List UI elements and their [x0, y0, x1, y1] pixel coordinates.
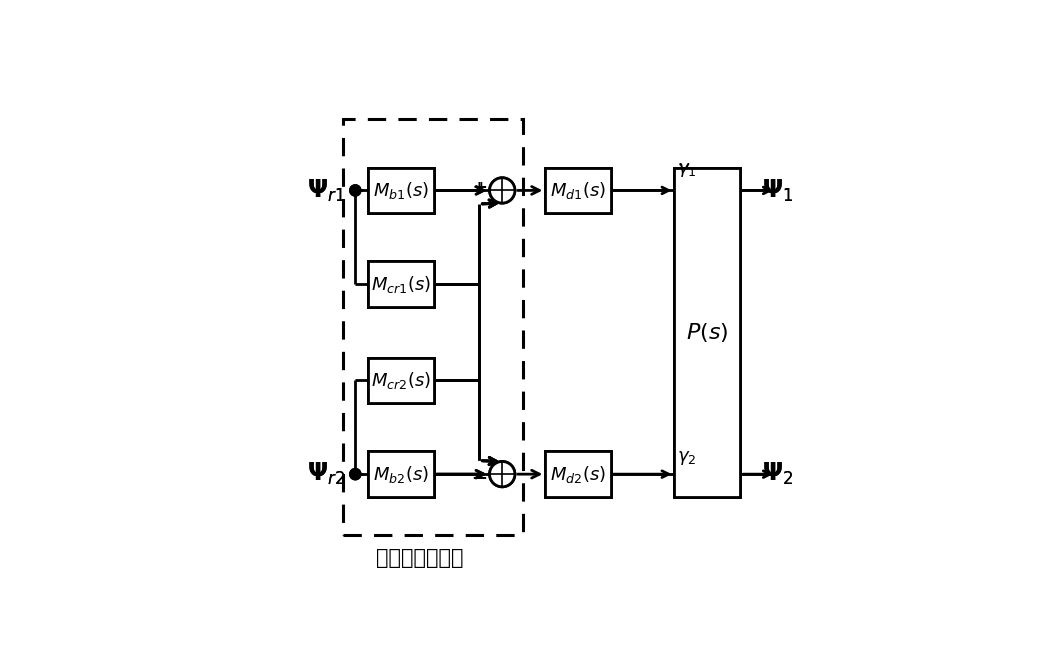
- Text: $\boldsymbol{\Psi}_{r1}$: $\boldsymbol{\Psi}_{r1}$: [307, 177, 345, 203]
- Circle shape: [350, 468, 361, 480]
- Bar: [368, 451, 434, 497]
- Text: $M_{b2}(s)$: $M_{b2}(s)$: [373, 464, 429, 485]
- Text: $M_{d1}(s)$: $M_{d1}(s)$: [550, 180, 606, 201]
- Bar: [343, 120, 522, 535]
- Text: $\boldsymbol{\Psi}_1$: $\boldsymbol{\Psi}_1$: [763, 177, 794, 203]
- Text: $\boldsymbol{\Psi}_2$: $\boldsymbol{\Psi}_2$: [763, 461, 794, 488]
- Text: +: +: [475, 180, 487, 195]
- Bar: [675, 168, 741, 497]
- Circle shape: [489, 178, 515, 203]
- Text: −: −: [473, 468, 487, 486]
- Circle shape: [350, 185, 361, 196]
- Text: $M_{cr1}(s)$: $M_{cr1}(s)$: [371, 274, 431, 295]
- Bar: [368, 261, 434, 307]
- Text: $M_{b2}(s)$: $M_{b2}(s)$: [373, 464, 429, 485]
- Text: $\gamma_2$: $\gamma_2$: [677, 449, 697, 467]
- Bar: [545, 168, 611, 213]
- Text: $M_{cr2}(s)$: $M_{cr2}(s)$: [371, 370, 431, 391]
- Text: $M_{d2}(s)$: $M_{d2}(s)$: [550, 464, 606, 485]
- Bar: [368, 358, 434, 403]
- Circle shape: [350, 185, 361, 196]
- Text: $P(s)$: $P(s)$: [686, 321, 729, 343]
- Bar: [545, 451, 611, 497]
- Bar: [368, 168, 434, 213]
- Circle shape: [489, 461, 515, 487]
- Circle shape: [489, 461, 515, 487]
- Text: $\gamma_1$: $\gamma_1$: [677, 163, 697, 180]
- Text: $\boldsymbol{\Psi}_{r1}$: $\boldsymbol{\Psi}_{r1}$: [307, 177, 345, 203]
- Bar: [368, 261, 434, 307]
- Text: $\gamma_2$: $\gamma_2$: [677, 449, 697, 467]
- Text: $P(s)$: $P(s)$: [686, 321, 729, 343]
- Circle shape: [350, 468, 361, 480]
- Bar: [675, 168, 741, 497]
- Polygon shape: [429, 186, 517, 479]
- Text: $\gamma_1$: $\gamma_1$: [677, 161, 697, 179]
- Circle shape: [489, 178, 515, 203]
- Text: −: −: [471, 468, 485, 486]
- Text: $M_{cr2}(s)$: $M_{cr2}(s)$: [371, 370, 431, 391]
- Text: $M_{d2}(s)$: $M_{d2}(s)$: [550, 464, 606, 485]
- Text: $M_{b1}(s)$: $M_{b1}(s)$: [373, 180, 429, 201]
- Polygon shape: [477, 190, 482, 474]
- Text: $M_{d1}(s)$: $M_{d1}(s)$: [550, 180, 606, 201]
- Bar: [368, 168, 434, 213]
- Text: $\boldsymbol{\Psi}_2$: $\boldsymbol{\Psi}_2$: [763, 461, 794, 488]
- Text: $\boldsymbol{\Psi}_{r2}$: $\boldsymbol{\Psi}_{r2}$: [307, 461, 345, 488]
- Text: $\boldsymbol{\Psi}_{r2}$: $\boldsymbol{\Psi}_{r2}$: [307, 461, 345, 488]
- Text: $M_{b1}(s)$: $M_{b1}(s)$: [373, 180, 429, 201]
- Bar: [545, 451, 611, 497]
- Text: $\boldsymbol{\Psi}_1$: $\boldsymbol{\Psi}_1$: [763, 177, 794, 203]
- Bar: [545, 168, 611, 213]
- Text: $M_{cr1}(s)$: $M_{cr1}(s)$: [371, 274, 431, 295]
- Bar: [368, 451, 434, 497]
- Text: +: +: [472, 180, 485, 195]
- Bar: [368, 358, 434, 403]
- Text: 交叉解耦控制器: 交叉解耦控制器: [376, 547, 463, 568]
